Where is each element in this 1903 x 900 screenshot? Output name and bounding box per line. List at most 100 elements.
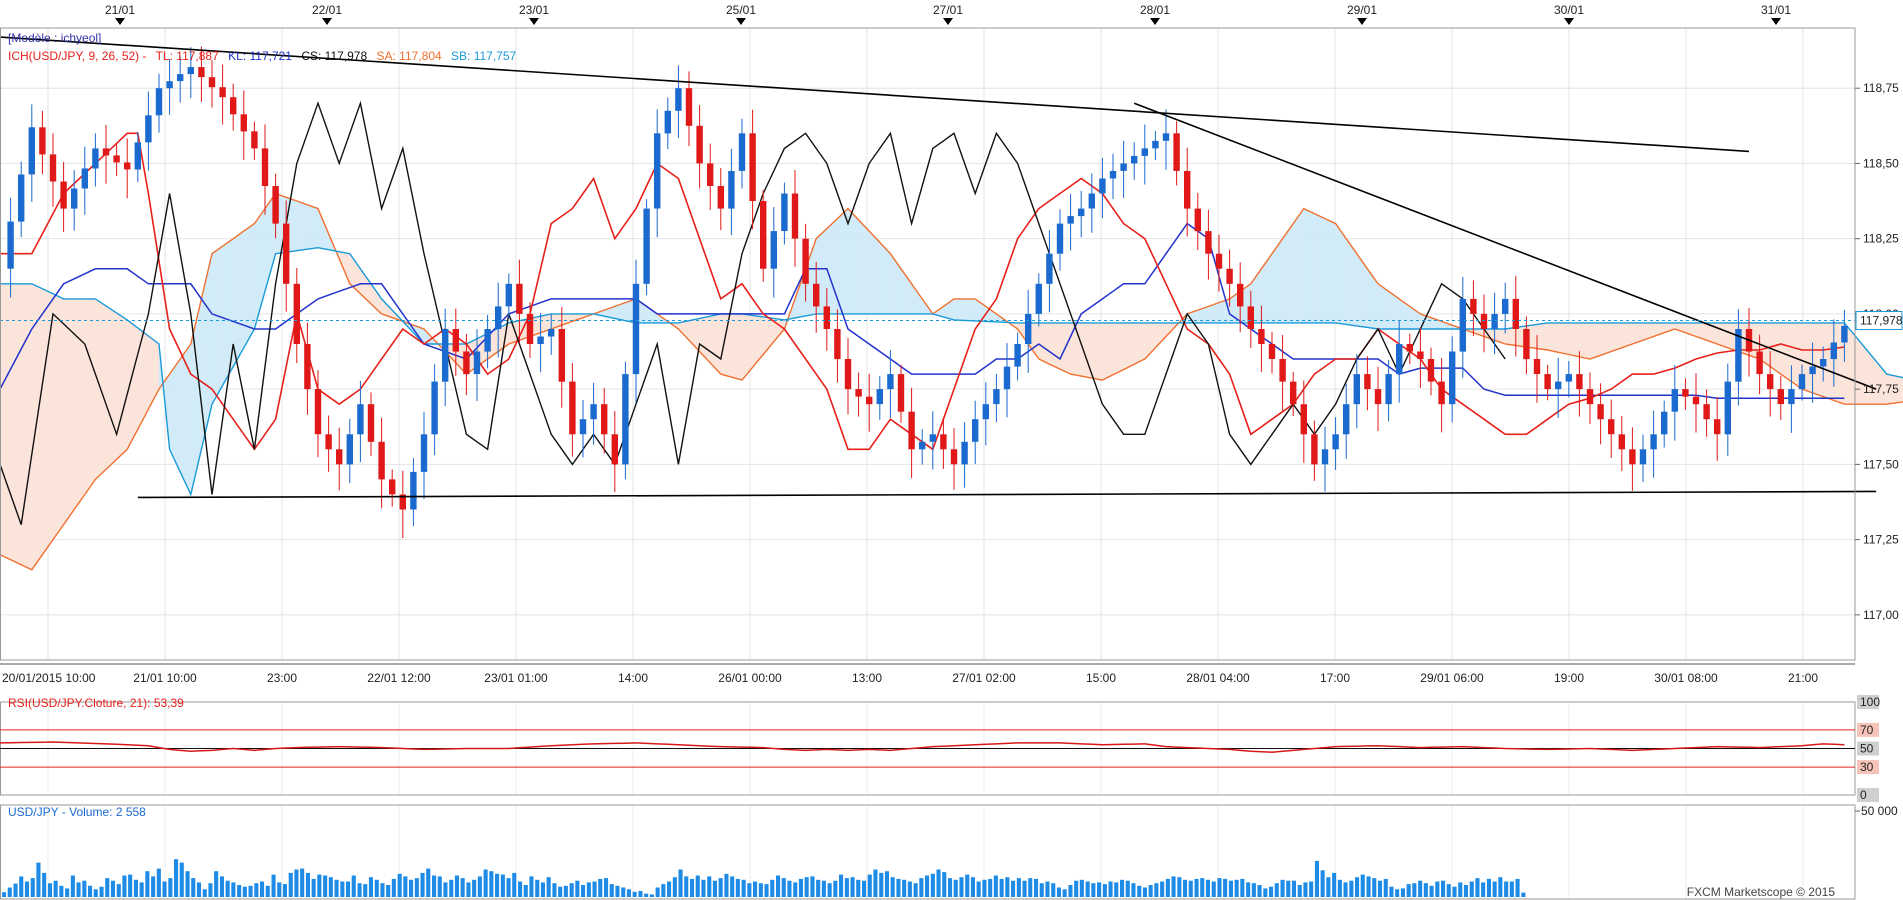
cloud-segment [1378,283,1389,329]
cloud-segment [1791,322,1802,390]
legend-ich-prefix: ICH(USD/JPY, 9, 26, 52) - [8,49,147,63]
volume-bar [449,879,454,897]
top-date-label: 27/01 [933,3,963,17]
volume-bar [913,883,918,897]
candle-body [367,404,375,442]
volume-bar [753,881,758,897]
volume-bar [1005,877,1010,897]
top-date-label: 22/01 [312,3,342,17]
volume-bar [346,881,351,897]
volume-bar [816,879,821,897]
candle-body [420,434,428,472]
candle-body [950,449,958,465]
cloud-segment [826,218,838,314]
candle-body [336,449,343,465]
candle-body [1703,404,1710,420]
candle-body [1417,351,1424,359]
date-marker-icon [943,18,953,25]
cloud-segment [1388,291,1400,329]
price-tick-label: 118,25 [1863,232,1899,246]
volume-bar [122,875,127,897]
tenkan-line [0,132,1845,451]
volume-bar [558,886,563,897]
cloud-segment [1473,328,1484,337]
cloud-segment [1208,302,1219,323]
candle-body [760,201,767,269]
candle-body [876,389,883,405]
volume-bar [1274,883,1279,897]
cloud-segment [1494,328,1506,344]
cloud-segment [551,313,562,329]
volume-bar [42,872,47,897]
volume-bar [821,880,826,897]
candle-body [1003,366,1011,390]
grid [0,28,1855,900]
volume-bar [776,875,781,897]
volume-bar [426,868,431,897]
cloud-segment [646,306,658,323]
volume-bar [409,879,414,897]
volume-bar [420,872,425,897]
candle-body [1268,344,1276,359]
volume-bar [1481,882,1486,897]
volume-bar [403,876,408,897]
cloud-segment [1537,322,1548,351]
candle-body [1364,374,1371,390]
candle-body [579,419,587,435]
volume-bar [248,885,253,897]
candle-body [1777,389,1784,405]
volume-bar [1418,880,1423,897]
candle-body [1756,351,1763,375]
candle-body [1714,419,1721,435]
volume-bar [1498,877,1503,897]
volume-bar [1251,883,1256,897]
volume-bar [1429,885,1434,897]
volume-bar [546,877,551,897]
cloud-segment [10,283,22,565]
volume-bar [202,889,207,897]
time-axis-label: 19:00 [1554,671,1584,685]
volume-bar [1188,880,1193,897]
volume-bar [351,875,356,897]
cloud-segment [53,293,64,540]
candle-body [897,374,905,412]
volume-bar [1091,883,1096,897]
volume-bar [1051,883,1056,897]
date-marker-icon [736,18,746,25]
volume-bar [1240,878,1245,897]
cloud-segment [1876,361,1887,405]
volume-bar [30,878,35,897]
candle-body [1459,298,1466,352]
volume-bar [1412,883,1417,897]
volume-bar [489,871,494,897]
volume-bar [569,883,574,897]
volume-bar [317,874,322,897]
volume-bar [1068,885,1073,897]
volume-bar [1160,881,1165,897]
cloud-segment [1049,322,1060,370]
cloud-segment [106,305,117,470]
candle-body [1099,178,1106,194]
volume-bar [907,881,912,897]
date-marker-icon [322,18,332,25]
volume-bar [1320,870,1325,897]
candle-body [1205,231,1212,254]
candle-body [791,193,799,239]
volume-bar [1446,884,1451,897]
cloud-segment [1855,335,1866,405]
candle-body [770,231,777,269]
candle-body [399,494,406,510]
candle-body [1300,404,1307,435]
volume-bar [1125,880,1130,897]
cloud-segment [1812,322,1824,397]
volume-bar [1022,880,1027,897]
volume-bar [1435,881,1440,897]
volume-bar [1200,878,1205,897]
volume-bar [644,893,649,897]
volume-bar [1011,880,1016,897]
volume-bar [684,876,689,897]
candle-body [198,67,205,78]
cloud-segment [1664,322,1675,333]
volume-bar [1171,876,1176,897]
time-axis-label: 26/01 00:00 [718,671,782,685]
